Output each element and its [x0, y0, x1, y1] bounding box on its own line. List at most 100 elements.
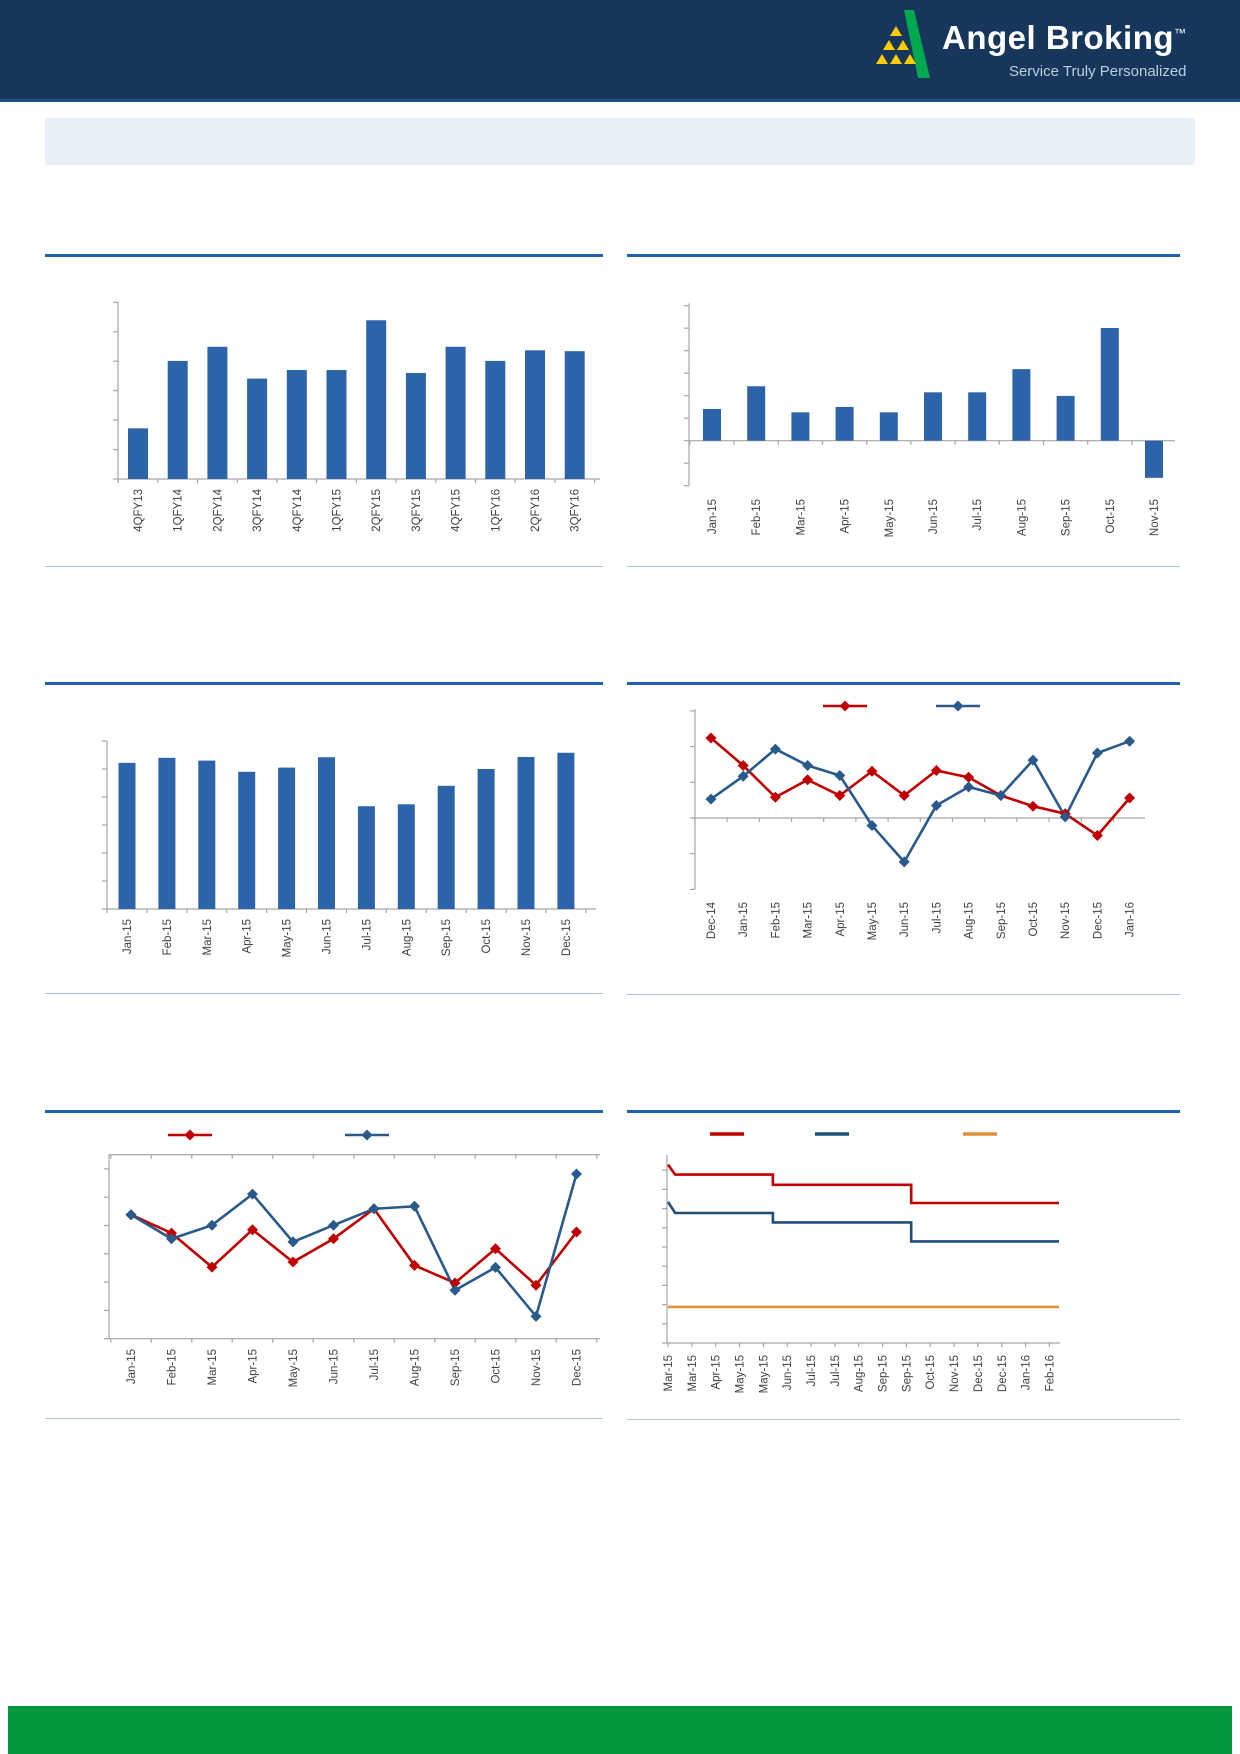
svg-text:Jul-15: Jul-15 — [931, 902, 943, 933]
svg-text:Nov-15: Nov-15 — [949, 1355, 961, 1392]
brand-name: Angel Broking™ — [942, 19, 1187, 56]
svg-text:2QFY15: 2QFY15 — [371, 489, 383, 532]
svg-text:May-15: May-15 — [867, 902, 879, 940]
svg-text:Dec-15: Dec-15 — [572, 1349, 584, 1386]
svg-text:Feb-15: Feb-15 — [167, 1349, 179, 1385]
svg-text:Sep-15: Sep-15 — [450, 1349, 462, 1386]
svg-text:Oct-15: Oct-15 — [1105, 499, 1117, 534]
svg-text:Mar-15: Mar-15 — [795, 499, 807, 535]
svg-text:Jun-15: Jun-15 — [782, 1355, 794, 1390]
separator-line — [627, 1419, 1180, 1420]
svg-text:Jul-15: Jul-15 — [369, 1349, 381, 1380]
chart-canvas: Dec-14 Jan-15 Feb-15 Mar-15 Apr-15 May-15 Jun-… — [690, 700, 1145, 940]
svg-text:2QFY16: 2QFY16 — [530, 489, 542, 532]
footer-green-bar — [8, 1706, 1232, 1754]
svg-text:Jan-15: Jan-15 — [707, 499, 719, 534]
svg-text:Jul-15: Jul-15 — [361, 919, 373, 950]
chart-canvas: Jan-15 Feb-15 Mar-15 Apr-15 May-15 Jun-15 Jul-… — [104, 1129, 600, 1387]
svg-text:Jun-15: Jun-15 — [329, 1349, 341, 1384]
svg-text:Sep-15: Sep-15 — [1061, 499, 1073, 536]
svg-text:Jun-15: Jun-15 — [899, 902, 911, 937]
svg-text:Sep-15: Sep-15 — [901, 1355, 913, 1392]
svg-text:Jan-15: Jan-15 — [126, 1349, 138, 1384]
svg-text:3QFY14: 3QFY14 — [252, 488, 264, 531]
svg-text:Nov-15: Nov-15 — [1149, 499, 1161, 536]
svg-text:Mar-15: Mar-15 — [687, 1355, 699, 1391]
svg-text:2QFY14: 2QFY14 — [212, 488, 224, 531]
svg-text:Sep-15: Sep-15 — [878, 1355, 890, 1392]
svg-text:Jan-15: Jan-15 — [738, 902, 750, 937]
svg-text:Jan-16: Jan-16 — [1021, 1355, 1033, 1390]
svg-text:1QFY14: 1QFY14 — [173, 488, 185, 531]
svg-text:Nov-15: Nov-15 — [1060, 902, 1072, 939]
svg-text:4QFY13: 4QFY13 — [133, 489, 145, 532]
svg-text:Jun-15: Jun-15 — [928, 499, 940, 534]
svg-text:Feb-16: Feb-16 — [1044, 1355, 1056, 1391]
svg-text:Apr-15: Apr-15 — [840, 499, 852, 534]
svg-text:Dec-14: Dec-14 — [706, 901, 718, 939]
svg-text:Dec-15: Dec-15 — [997, 1355, 1009, 1392]
svg-text:Sep-15: Sep-15 — [441, 919, 453, 956]
svg-text:Mar-15: Mar-15 — [663, 1355, 675, 1391]
svg-text:Apr-15: Apr-15 — [835, 902, 847, 937]
svg-text:May-15: May-15 — [884, 499, 896, 537]
separator-line — [45, 1418, 603, 1419]
chart-two-series-line-jan15-dec15: Jan-15 Feb-15 Mar-15 Apr-15 May-15 Jun-15 Jul-… — [45, 1110, 603, 1421]
svg-text:Oct-15: Oct-15 — [491, 1349, 503, 1384]
svg-text:Oct-15: Oct-15 — [925, 1355, 937, 1390]
svg-text:Apr-15: Apr-15 — [248, 1349, 260, 1384]
svg-text:Mar-15: Mar-15 — [202, 919, 214, 955]
svg-text:3QFY15: 3QFY15 — [411, 489, 423, 532]
svg-text:Feb-15: Feb-15 — [162, 919, 174, 955]
svg-text:Oct-15: Oct-15 — [1028, 902, 1040, 937]
chart-canvas: Jan-15 Feb-15 Mar-15 Apr-15 May-15 Jun-15 Jul-… — [102, 740, 596, 957]
logo-text-block: Angel Broking™ Service Truly Personalize… — [942, 8, 1187, 80]
svg-text:Jul-15: Jul-15 — [806, 1355, 818, 1386]
chart-three-series-step-line: Mar-15 Mar-15 Apr-15 May-15 May-15 Jun-15 Jul-… — [627, 1110, 1180, 1423]
svg-text:Sep-15: Sep-15 — [996, 902, 1008, 939]
svg-text:Aug-15: Aug-15 — [401, 919, 413, 956]
svg-text:Dec-15: Dec-15 — [973, 1355, 985, 1392]
svg-text:Mar-15: Mar-15 — [207, 1349, 219, 1385]
separator-line — [627, 994, 1180, 995]
svg-text:Apr-15: Apr-15 — [242, 919, 254, 954]
chart-monthly-bars-jan15-nov15: Jan-15 Feb-15 Mar-15 Apr-15 May-15 Jun-15 Jul-… — [627, 254, 1180, 569]
svg-text:Feb-15: Feb-15 — [770, 902, 782, 938]
svg-text:Jun-15: Jun-15 — [322, 919, 334, 954]
svg-text:Jul-15: Jul-15 — [830, 1355, 842, 1386]
svg-text:Aug-15: Aug-15 — [410, 1349, 422, 1386]
svg-text:May-15: May-15 — [758, 1355, 770, 1393]
svg-text:Jan-15: Jan-15 — [122, 919, 134, 954]
svg-text:Jan-16: Jan-16 — [1125, 902, 1137, 937]
svg-text:1QFY16: 1QFY16 — [490, 489, 502, 532]
svg-text:Aug-15: Aug-15 — [854, 1355, 866, 1392]
svg-text:Dec-15: Dec-15 — [1092, 902, 1104, 939]
chart-quarterly-bars: 4QFY13 1QFY14 2QFY14 3QFY14 4QFY14 1QFY15 2QFY… — [45, 254, 603, 569]
svg-text:May-15: May-15 — [282, 919, 294, 957]
separator-line — [627, 566, 1180, 567]
header-bar: Angel Broking™ Service Truly Personalize… — [0, 0, 1240, 102]
svg-text:Aug-15: Aug-15 — [1016, 499, 1028, 536]
svg-text:Dec-15: Dec-15 — [561, 919, 573, 956]
chart-two-series-line-dec14-jan16: Dec-14 Jan-15 Feb-15 Mar-15 Apr-15 May-15 Jun-… — [627, 682, 1180, 997]
svg-text:Nov-15: Nov-15 — [531, 1349, 543, 1386]
svg-text:Apr-15: Apr-15 — [711, 1355, 723, 1390]
summary-banner — [45, 118, 1195, 165]
svg-text:3QFY16: 3QFY16 — [570, 489, 582, 532]
svg-text:May-15: May-15 — [735, 1355, 747, 1393]
svg-text:4QFY14: 4QFY14 — [292, 488, 304, 531]
chart-canvas: 4QFY13 1QFY14 2QFY14 3QFY14 4QFY14 1QFY15 2QFY… — [113, 301, 600, 532]
svg-text:Feb-15: Feb-15 — [751, 499, 763, 535]
svg-text:Nov-15: Nov-15 — [521, 919, 533, 956]
svg-text:Aug-15: Aug-15 — [964, 902, 976, 939]
svg-text:4QFY15: 4QFY15 — [451, 489, 463, 532]
logo-pyramid-icon — [876, 10, 930, 78]
angel-broking-logo: Angel Broking™ Service Truly Personalize… — [868, 8, 1187, 80]
svg-text:Jul-15: Jul-15 — [972, 499, 984, 530]
chart-canvas: Jan-15 Feb-15 Mar-15 Apr-15 May-15 Jun-15 Jul-… — [684, 303, 1175, 537]
svg-text:1QFY15: 1QFY15 — [332, 489, 344, 532]
svg-text:Mar-15: Mar-15 — [803, 902, 815, 938]
brand-tagline: Service Truly Personalized — [1008, 63, 1187, 80]
separator-line — [45, 566, 603, 567]
